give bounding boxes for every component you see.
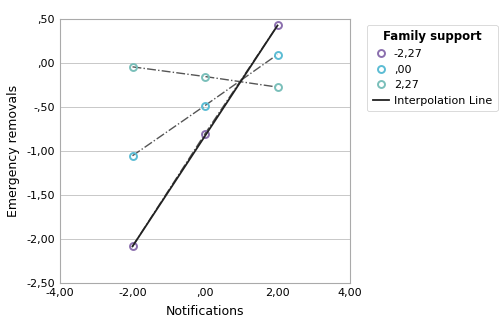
X-axis label: Notifications: Notifications [166, 305, 244, 318]
Y-axis label: Emergency removals: Emergency removals [6, 85, 20, 217]
Legend: -2,27, ,00, 2,27, Interpolation Line: -2,27, ,00, 2,27, Interpolation Line [367, 25, 498, 111]
